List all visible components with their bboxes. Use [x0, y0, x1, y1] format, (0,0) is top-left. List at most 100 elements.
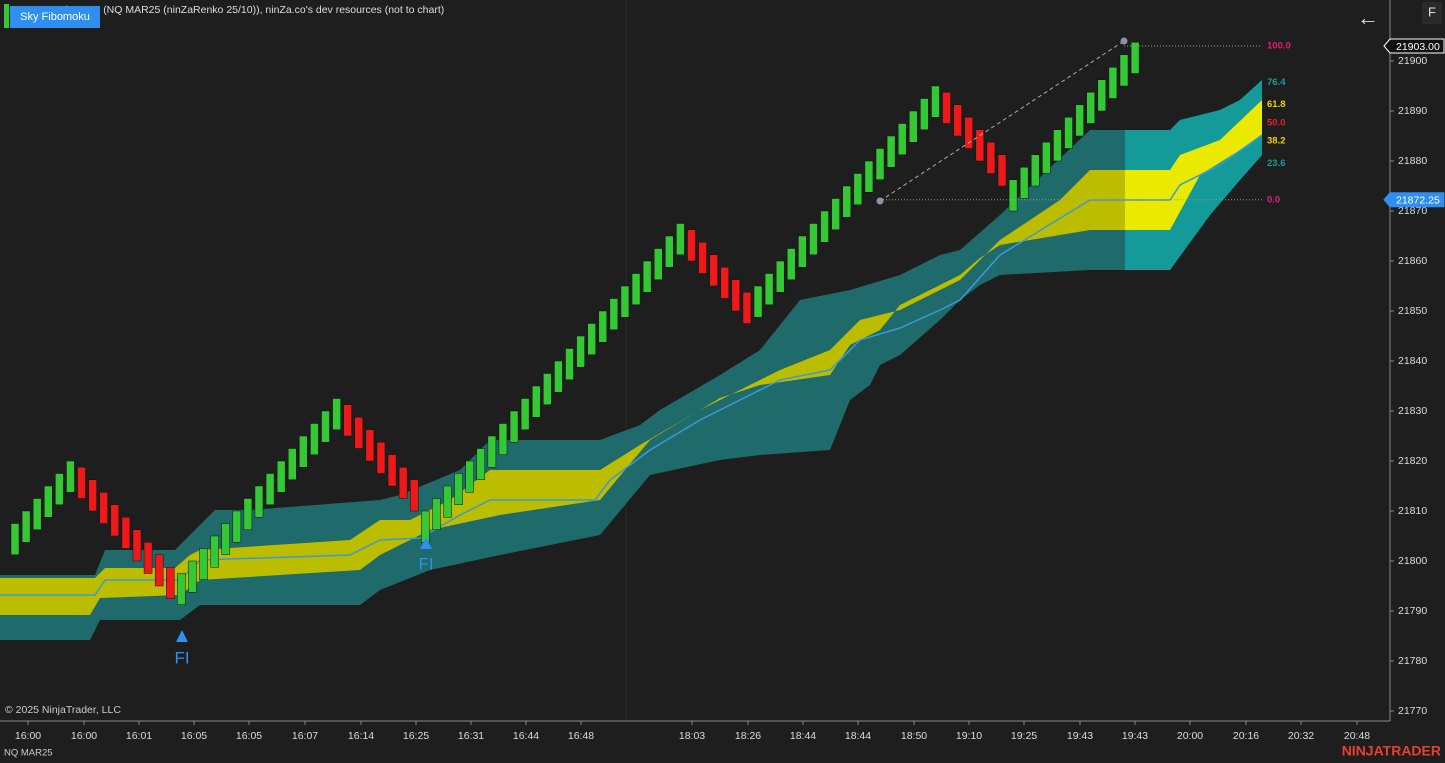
candle-up — [897, 123, 907, 155]
price-tick-label: 21770 — [1398, 705, 1427, 717]
candle-up — [221, 523, 230, 555]
candle-up — [631, 273, 641, 305]
signal-arrow — [176, 630, 188, 642]
back-button[interactable]: ← — [1357, 5, 1379, 30]
fib-label: 61.8 — [1267, 99, 1286, 110]
signals: FI FI — [174, 537, 434, 667]
candle-down — [742, 292, 752, 324]
signal-label: FI — [174, 648, 189, 667]
candle-down — [77, 467, 86, 499]
f-button-bg[interactable] — [1422, 2, 1442, 24]
candle-down — [942, 92, 951, 124]
time-tick-label: 16:14 — [348, 730, 374, 742]
candle-up — [299, 435, 308, 468]
fib-label: 100.0 — [1267, 41, 1291, 52]
time-tick-label: 20:48 — [1344, 730, 1370, 742]
fib-label: 38.2 — [1267, 136, 1286, 147]
candle-up — [476, 448, 486, 480]
candle-up — [576, 335, 585, 368]
candle-up — [443, 485, 452, 518]
time-tick-label: 20:32 — [1288, 730, 1314, 742]
candle-down — [409, 479, 419, 512]
candle-up — [454, 473, 463, 505]
candle-up — [1108, 67, 1118, 99]
fib-label: 23.6 — [1267, 158, 1286, 169]
candle-up — [1075, 104, 1084, 137]
mid-line — [0, 134, 1263, 596]
candle-down — [398, 467, 408, 499]
chart-title: ninZa.co (NQ MAR25 (ninZaRenko 25/10)), … — [60, 4, 444, 16]
time-tick-label: 18:44 — [845, 730, 871, 742]
price-tick-label: 21880 — [1398, 155, 1427, 167]
price-tick-label: 21840 — [1398, 355, 1427, 367]
candle-up — [531, 385, 541, 418]
candle-down — [986, 142, 996, 174]
fib-label: 0.0 — [1267, 194, 1280, 205]
candle-down — [964, 117, 973, 149]
time-tick-label: 18:44 — [790, 730, 816, 742]
price-tick-label: 21870 — [1398, 205, 1427, 217]
candle-up — [520, 398, 530, 430]
candle-up — [753, 285, 763, 318]
time-tick-label: 16:05 — [236, 730, 262, 742]
candle-up — [1086, 92, 1095, 124]
candle-up — [787, 248, 796, 280]
candle-up — [421, 510, 430, 543]
f-button[interactable]: F — [1428, 4, 1436, 19]
candle-up — [243, 498, 253, 530]
candle-up — [831, 198, 840, 230]
candle-up — [864, 160, 874, 193]
candle-up — [909, 110, 918, 143]
candle-up — [543, 373, 552, 405]
candle-down — [687, 229, 696, 262]
price-tick-label: 21790 — [1398, 605, 1427, 617]
candle-up — [798, 235, 807, 268]
candle-up — [310, 423, 319, 455]
fib-drawing — [876, 37, 1128, 205]
price-tick-label: 21890 — [1398, 105, 1427, 117]
candle-up — [10, 523, 20, 555]
candle-up — [55, 473, 64, 505]
price-tick-label: 21850 — [1398, 305, 1427, 317]
candle-up — [653, 248, 663, 280]
fib-label: 50.0 — [1267, 117, 1286, 128]
instrument: NQ MAR25 — [4, 748, 53, 759]
time-tick-label: 16:44 — [513, 730, 539, 742]
fib-anchor — [876, 197, 884, 205]
candle-up — [598, 310, 608, 343]
price-flag — [1383, 38, 1445, 54]
time-tick-label: 16:07 — [292, 730, 318, 742]
candle-up — [809, 223, 818, 255]
candle-up — [1097, 79, 1107, 112]
candle-up — [676, 223, 685, 255]
candle-up — [498, 423, 508, 455]
candle-down — [975, 129, 985, 162]
price-flag — [1383, 192, 1445, 208]
price-tick-label: 21800 — [1398, 555, 1427, 567]
indicator-swatch — [4, 4, 9, 28]
candle-up — [875, 148, 885, 180]
candle-up — [288, 448, 297, 480]
time-tick-label: 16:25 — [403, 730, 429, 742]
candle-up — [853, 173, 863, 205]
candle-up — [920, 98, 929, 130]
candle-down — [387, 454, 397, 487]
candle-down — [365, 429, 375, 462]
indicator-button[interactable]: Sky Fibomoku — [10, 6, 100, 28]
time-axis: 16:00 16:00 16:01 16:05 16:05 16:07 16:14 16:25… — [15, 721, 1370, 742]
candle-up — [265, 473, 275, 505]
candle-down — [343, 404, 352, 437]
fib-anchor — [1120, 37, 1128, 45]
inner-band-projection — [1125, 100, 1262, 230]
candle-up — [1019, 167, 1029, 199]
price-tick-label: 21820 — [1398, 455, 1427, 467]
candle-up — [487, 435, 497, 468]
bands — [0, 80, 1263, 640]
candle-down — [99, 492, 108, 524]
candle-up — [642, 260, 652, 293]
candle-up — [210, 535, 219, 568]
time-tick-label: 16:48 — [568, 730, 594, 742]
candle-down — [698, 242, 707, 274]
price-tick-label: 21830 — [1398, 405, 1427, 417]
